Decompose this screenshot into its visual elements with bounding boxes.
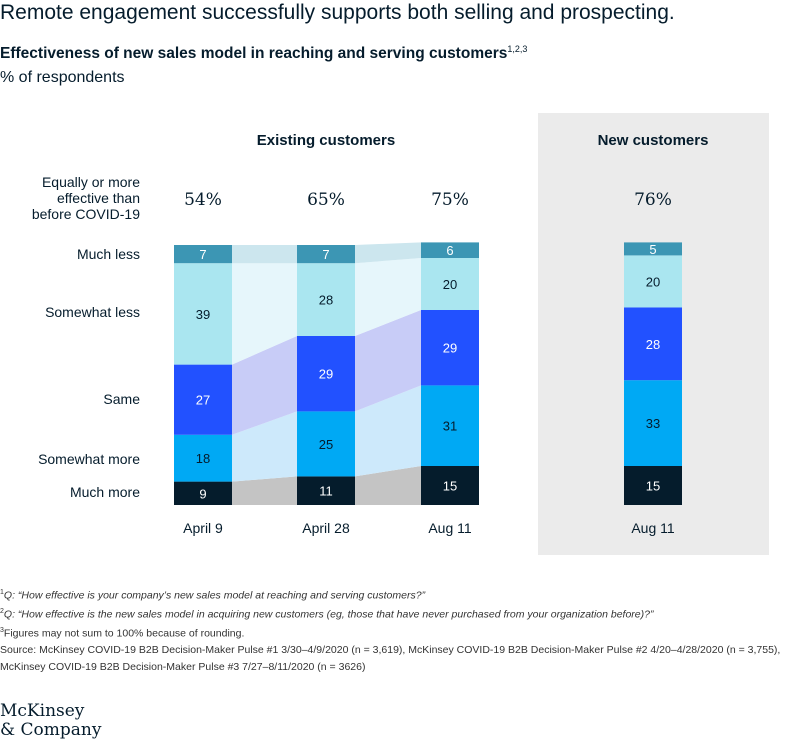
x-tick-label: April 28 (302, 520, 350, 536)
bar-segment (174, 263, 232, 365)
data-label: 28 (646, 337, 660, 352)
equal-or-more-value: 76% (634, 190, 672, 210)
bar-segment (297, 411, 355, 477)
bars (174, 242, 682, 505)
connector-much-less (232, 245, 297, 264)
chart-title: Remote engagement successfully supports … (0, 1, 675, 24)
bar-segment (421, 258, 479, 310)
data-label: 20 (443, 277, 457, 292)
footnote-ref: 1 (0, 589, 4, 596)
data-label: 7 (199, 247, 206, 262)
footnote-2: 2Q: “How effective is the new sales mode… (0, 604, 804, 623)
bar-segment (421, 310, 479, 386)
chart-subtitle: Effectiveness of new sales model in reac… (0, 44, 527, 63)
data-label: 29 (319, 367, 333, 382)
bar-segment (174, 434, 232, 482)
x-tick-label: Aug 11 (631, 520, 675, 536)
footnote-text: Q: “How effective is the new sales model… (3, 608, 654, 621)
connector-much-more (355, 466, 421, 505)
data-label: 5 (649, 242, 656, 257)
source-note: Source: McKinsey COVID-19 B2B Decision-M… (0, 644, 781, 673)
bar-segment (624, 255, 682, 308)
connector-somewhat-more (355, 385, 421, 477)
subtitle-text: Effectiveness of new sales model in reac… (0, 45, 508, 63)
data-label: 9 (199, 486, 206, 501)
connector-much-more (232, 476, 297, 505)
bar-segment (624, 307, 682, 381)
series-label-much-more: Much more (70, 484, 140, 500)
footnote-ref: 3 (0, 627, 4, 634)
group-title-existing: Existing customers (257, 132, 395, 149)
equal-or-more-label: effective than (57, 190, 140, 206)
bar-connectors (232, 242, 421, 505)
bar-segment (174, 245, 232, 264)
data-label: 15 (646, 479, 660, 494)
data-label: 39 (196, 307, 210, 322)
data-label: 27 (196, 393, 210, 408)
bar-segment (421, 466, 479, 505)
data-label: 28 (319, 293, 333, 308)
bar-segment (421, 385, 479, 466)
equal-or-more-label: Equally or more (42, 174, 140, 190)
equal-or-more-value: 75% (431, 190, 469, 210)
x-tick-label: April 9 (183, 520, 223, 536)
footnote-text: Figures may not sum to 100% because of r… (3, 627, 245, 640)
bar-segment (297, 336, 355, 412)
footnote-text: Q: “How effective is your company’s new … (3, 589, 426, 602)
data-label: 6 (446, 243, 453, 258)
series-label-somewhat-more: Somewhat more (38, 451, 140, 467)
footnote-ref: 2 (0, 608, 4, 615)
connector-same (232, 336, 297, 435)
footnotes: 1Q: “How effective is your company’s new… (0, 585, 804, 675)
footnote-1: 1Q: “How effective is your company’s new… (0, 585, 804, 604)
bar-segment (174, 364, 232, 435)
bar-segment (174, 481, 232, 505)
connector-somewhat-more (232, 411, 297, 482)
footnote-3: 3Figures may not sum to 100% because of … (0, 623, 804, 642)
stacked-bar-chart: 9 18 27 39 7 11 25 29 28 7 15 31 29 20 6 15 33 28 20 5 April… (32, 132, 709, 536)
group-title-new: New customers (598, 132, 709, 149)
unit-label: % of respondents (0, 69, 125, 86)
subtitle-footnote-refs: 1,2,3 (507, 44, 528, 54)
data-label: 15 (443, 479, 457, 494)
bar-segment (624, 466, 682, 505)
data-label: 18 (196, 451, 210, 466)
equal-or-more-label: before COVID-19 (32, 206, 140, 222)
logo-line-2: & Company (0, 720, 102, 740)
data-label: 7 (322, 247, 329, 262)
bar-segment (297, 476, 355, 505)
connector-somewhat-less (355, 258, 421, 336)
series-label-much-less: Much less (77, 246, 140, 262)
connector-much-less (355, 242, 421, 264)
bar-segment (624, 242, 682, 256)
mckinsey-logo: McKinsey & Company (0, 702, 101, 740)
series-label-same: Same (103, 391, 140, 407)
bar-segment (297, 245, 355, 264)
series-label-somewhat-less: Somewhat less (45, 304, 140, 320)
data-label: 29 (443, 341, 457, 356)
data-label: 33 (646, 416, 660, 431)
chart-labels: 9 18 27 39 7 11 25 29 28 7 15 31 29 20 6 15 33 28 20 5 April… (32, 132, 709, 536)
equal-or-more-value: 54% (184, 190, 222, 210)
data-label: 11 (319, 484, 333, 499)
bar-segment (297, 263, 355, 336)
logo-line-1: McKinsey (0, 701, 85, 721)
data-label: 20 (646, 274, 660, 289)
connector-same (355, 310, 421, 412)
x-tick-label: Aug 11 (428, 520, 472, 536)
bar-segment (421, 242, 479, 258)
equal-or-more-value: 65% (307, 190, 345, 210)
data-label: 31 (443, 419, 457, 434)
data-label: 25 (319, 437, 333, 452)
connector-somewhat-less (232, 263, 297, 365)
bar-segment (624, 380, 682, 466)
